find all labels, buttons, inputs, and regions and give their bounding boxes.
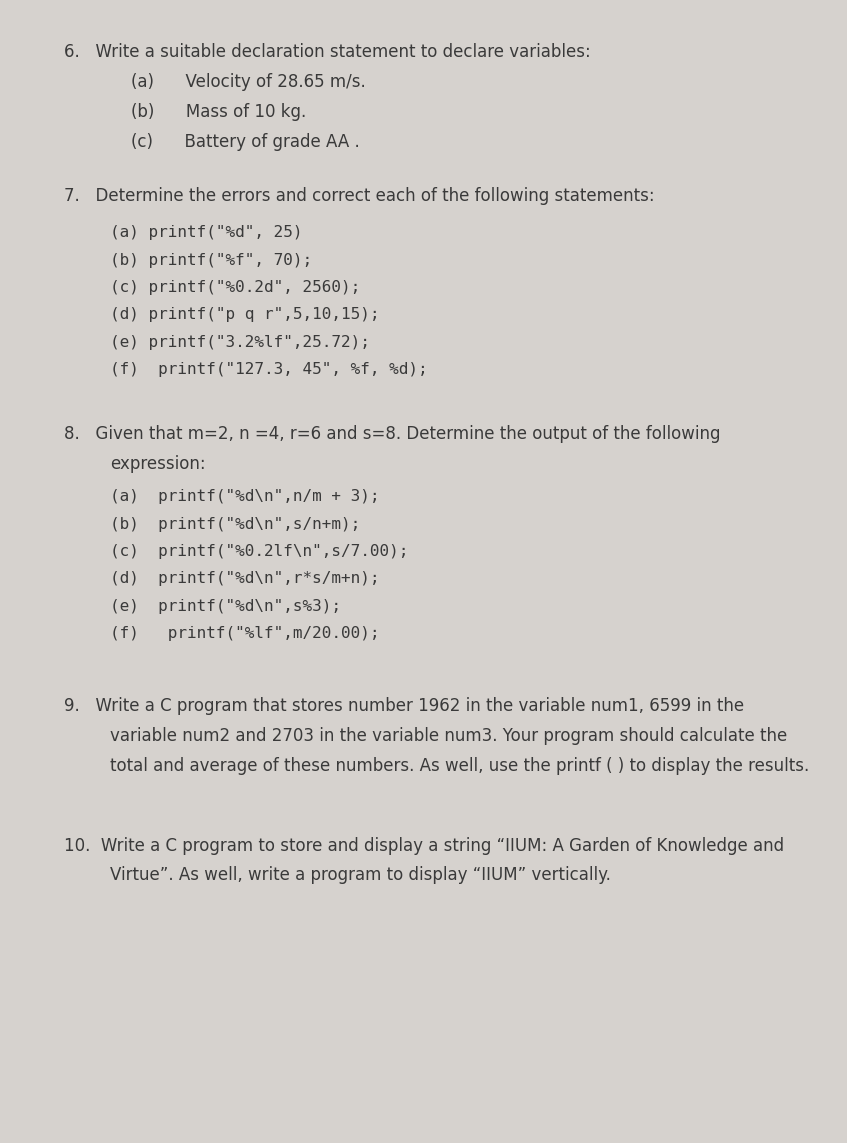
- Text: Virtue”. As well, write a program to display “IIUM” vertically.: Virtue”. As well, write a program to dis…: [110, 866, 611, 885]
- Text: expression:: expression:: [110, 455, 206, 473]
- Text: total and average of these numbers. As well, use the printf ( ) to display the r: total and average of these numbers. As w…: [110, 757, 810, 775]
- Text: (d) printf("p q r",5,10,15);: (d) printf("p q r",5,10,15);: [110, 307, 379, 322]
- Text: (a)      Velocity of 28.65 m/s.: (a) Velocity of 28.65 m/s.: [131, 73, 366, 91]
- Text: 7.   Determine the errors and correct each of the following statements:: 7. Determine the errors and correct each…: [64, 187, 654, 206]
- Text: (a)  printf("%d\n",n/m + 3);: (a) printf("%d\n",n/m + 3);: [110, 489, 379, 504]
- Text: (b)  printf("%d\n",s/n+m);: (b) printf("%d\n",s/n+m);: [110, 517, 360, 531]
- Text: (c) printf("%0.2d", 2560);: (c) printf("%0.2d", 2560);: [110, 280, 360, 295]
- Text: (e) printf("3.2%lf",25.72);: (e) printf("3.2%lf",25.72);: [110, 335, 370, 350]
- Text: (a) printf("%d", 25): (a) printf("%d", 25): [110, 225, 302, 240]
- Text: 10.  Write a C program to store and display a string “IIUM: A Garden of Knowledg: 10. Write a C program to store and displ…: [64, 837, 783, 855]
- Text: (f)  printf("127.3, 45", %f, %d);: (f) printf("127.3, 45", %f, %d);: [110, 362, 428, 377]
- Text: (e)  printf("%d\n",s%3);: (e) printf("%d\n",s%3);: [110, 599, 341, 614]
- Text: (b) printf("%f", 70);: (b) printf("%f", 70);: [110, 253, 313, 267]
- Text: variable num2 and 2703 in the variable num3. Your program should calculate the: variable num2 and 2703 in the variable n…: [110, 727, 788, 745]
- Text: (f)   printf("%lf",m/20.00);: (f) printf("%lf",m/20.00);: [110, 626, 379, 641]
- Text: 6.   Write a suitable declaration statement to declare variables:: 6. Write a suitable declaration statemen…: [64, 43, 590, 62]
- Text: (c)  printf("%0.2lf\n",s/7.00);: (c) printf("%0.2lf\n",s/7.00);: [110, 544, 408, 559]
- Text: 8.   Given that m=2, n =4, r=6 and s=8. Determine the output of the following: 8. Given that m=2, n =4, r=6 and s=8. De…: [64, 425, 720, 443]
- Text: (d)  printf("%d\n",r*s/m+n);: (d) printf("%d\n",r*s/m+n);: [110, 572, 379, 586]
- Text: (c)      Battery of grade AA .: (c) Battery of grade AA .: [131, 133, 360, 151]
- Text: 9.   Write a C program that stores number 1962 in the variable num1, 6599 in the: 9. Write a C program that stores number …: [64, 697, 744, 716]
- Text: (b)      Mass of 10 kg.: (b) Mass of 10 kg.: [131, 103, 307, 121]
